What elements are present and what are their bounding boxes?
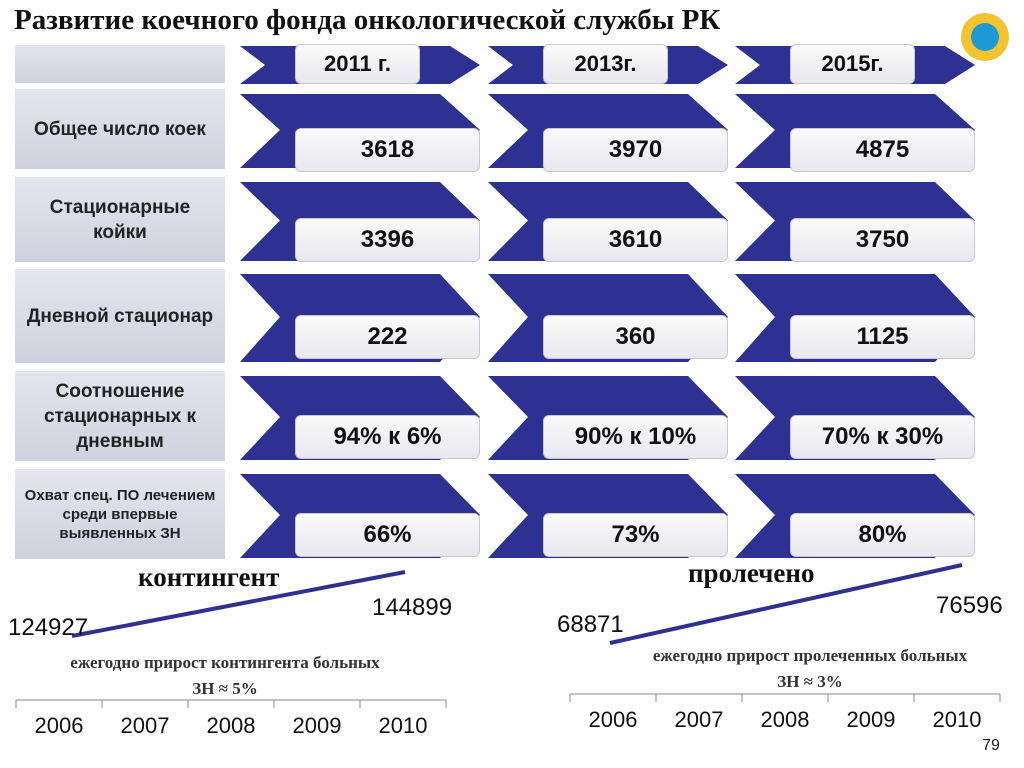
trend-line (71, 570, 406, 638)
end-value: 76596 (936, 592, 1003, 619)
header-cell (14, 44, 226, 84)
end-value: 144899 (372, 594, 453, 621)
value-cell: 66% (295, 512, 480, 557)
year: 2008 (206, 713, 256, 738)
year: 2007 (120, 713, 170, 738)
logo-inner (971, 23, 999, 51)
trend-line (609, 563, 963, 645)
value-cell: 3610 (543, 218, 728, 263)
row-label: Соотношение стационарных к дневным (14, 370, 226, 462)
panel-label: контингент (138, 562, 280, 592)
value-cell: 3618 (295, 127, 480, 172)
note: ежегодно прирост контингента больных ЗН … (70, 653, 380, 698)
value-cell: 94% к 6% (295, 414, 480, 459)
year: 2006 (588, 707, 638, 732)
value-cell: 222 (295, 314, 480, 359)
page-number: 79 (982, 737, 1000, 754)
value-cell: 70% к 30% (790, 414, 975, 459)
year: 2007 (674, 707, 724, 732)
year: 2010 (378, 713, 428, 738)
value-cell: 360 (543, 314, 728, 359)
panel-label: пролечено (688, 558, 815, 588)
start-value: 68871 (557, 611, 624, 638)
column-header: 2011 г. (295, 44, 420, 84)
value-cell: 80% (790, 512, 975, 557)
value-cell: 90% к 10% (543, 414, 728, 459)
start-value: 124927 (8, 614, 89, 641)
column-header: 2013г. (543, 44, 668, 84)
value-cell: 3750 (790, 218, 975, 263)
value-cell: 3970 (543, 127, 728, 172)
year: 2009 (846, 707, 896, 732)
year: 2009 (292, 713, 342, 738)
value-cell: 4875 (790, 127, 975, 172)
value-cell: 73% (543, 512, 728, 557)
row-label: Стационарные койки (14, 176, 226, 263)
title: Развитие коечного фонда онкологической с… (14, 4, 721, 36)
row-label: Общее число коек (14, 88, 226, 170)
column-header: 2015г. (790, 44, 915, 84)
row-label: Охват спец. ПО лечением среди впервые вы… (14, 468, 226, 560)
note: ежегодно прирост пролеченных больных ЗН … (652, 646, 968, 691)
year: 2006 (34, 713, 84, 738)
value-cell: 3396 (295, 218, 480, 263)
row-label: Дневной стационар (14, 268, 226, 364)
value-cell: 1125 (790, 314, 975, 359)
year: 2010 (932, 707, 982, 732)
year: 2008 (760, 707, 810, 732)
